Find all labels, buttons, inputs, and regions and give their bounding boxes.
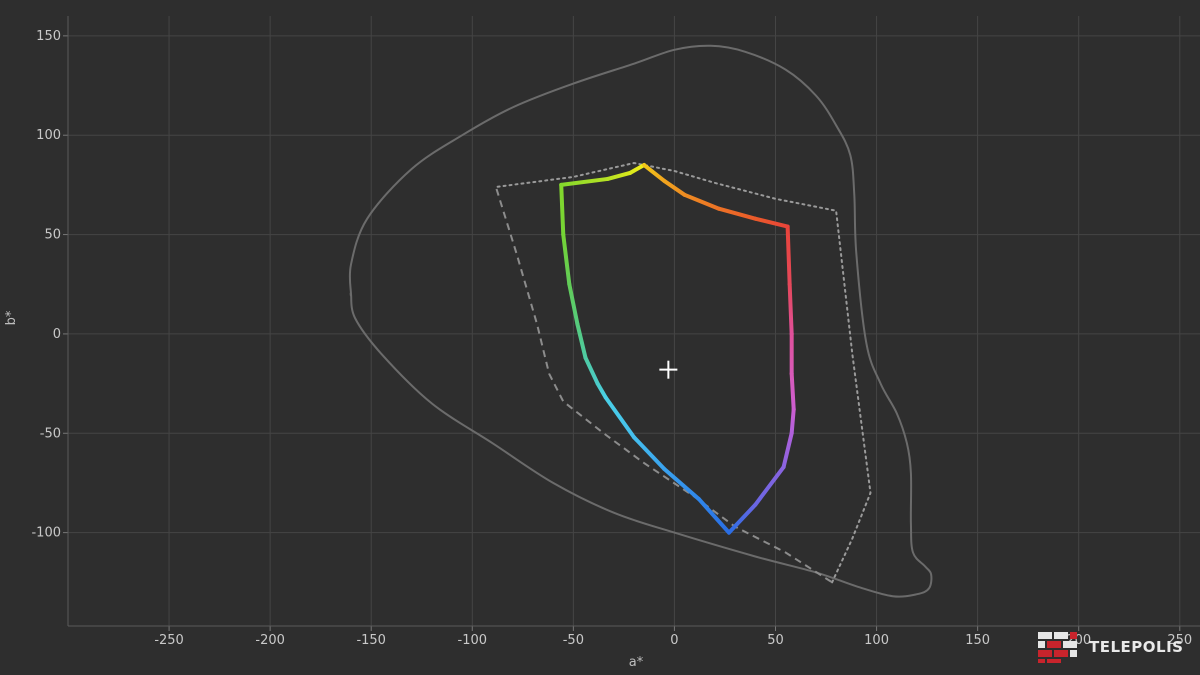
y-tick-label: 150 — [36, 29, 61, 44]
y-tick-label: -50 — [40, 426, 61, 441]
plot-frame — [63, 16, 1200, 631]
measured-gamut-segment — [567, 282, 580, 326]
x-tick-label: -250 — [154, 633, 184, 648]
y-tick-label: 0 — [53, 327, 61, 342]
series-layer — [348, 44, 933, 598]
x-tick-label: 150 — [965, 633, 990, 648]
measured-gamut-segment — [559, 182, 566, 237]
measured-gamut-segment — [559, 176, 610, 187]
dotted-gamut-line — [495, 161, 872, 584]
measured-gamut-segment — [789, 407, 796, 436]
y-axis-label: b* — [4, 310, 19, 325]
measured-gamut-segment — [605, 170, 632, 181]
white-point-marker — [659, 360, 678, 379]
x-tick-label: -150 — [356, 633, 386, 648]
telepolis-logo: TELEPOLIS — [1038, 632, 1183, 663]
measured-gamut-segment — [627, 163, 647, 175]
measured-gamut-segment — [632, 435, 667, 472]
x-tick-label: -100 — [458, 633, 488, 648]
measured-gamut-segment — [575, 321, 588, 360]
x-tick-label: -50 — [563, 633, 584, 648]
x-axis-label: a* — [629, 655, 644, 670]
measured-gamut-line — [559, 163, 796, 535]
telepolis-logo-icon — [1038, 632, 1077, 663]
x-tick-label: 250 — [1167, 633, 1192, 648]
measured-gamut-segment — [682, 192, 721, 211]
measured-gamut-segment — [603, 395, 636, 440]
measured-gamut-segment — [696, 496, 732, 535]
x-tick-label: 50 — [767, 633, 784, 648]
x-tick-label: -200 — [255, 633, 285, 648]
y-tick-label: 100 — [36, 128, 61, 143]
measured-gamut-segment — [787, 282, 794, 336]
measured-gamut-segment — [583, 355, 600, 386]
measured-gamut-segment — [753, 216, 790, 229]
measured-gamut-segment — [727, 502, 758, 535]
measured-gamut-segment — [781, 431, 794, 470]
measured-gamut-segment — [785, 224, 792, 287]
y-tick-label: 50 — [44, 228, 61, 243]
measured-gamut-segment — [595, 381, 608, 400]
x-tick-labels: -250 -200 -150 -100 -50 0 50 100 150 200 250 — [154, 633, 1192, 648]
measured-gamut-segment — [662, 178, 687, 197]
y-tick-label: -100 — [31, 526, 61, 541]
measured-gamut-segment — [662, 467, 701, 501]
annotation-layer — [659, 360, 678, 379]
measured-gamut-segment — [789, 371, 796, 412]
x-tick-label: 100 — [864, 633, 889, 648]
measured-gamut-segment — [561, 232, 572, 287]
measured-gamut-segment — [753, 465, 786, 507]
x-tick-label: 0 — [670, 633, 678, 648]
measured-gamut-segment — [716, 206, 758, 221]
outer-envelope-line — [348, 44, 933, 598]
y-tick-labels: 150 100 50 0 -50 -100 — [31, 29, 61, 541]
measured-gamut-segment — [642, 163, 667, 183]
grid-lines — [68, 16, 1200, 626]
telepolis-logo-text: TELEPOLIS — [1089, 638, 1183, 656]
